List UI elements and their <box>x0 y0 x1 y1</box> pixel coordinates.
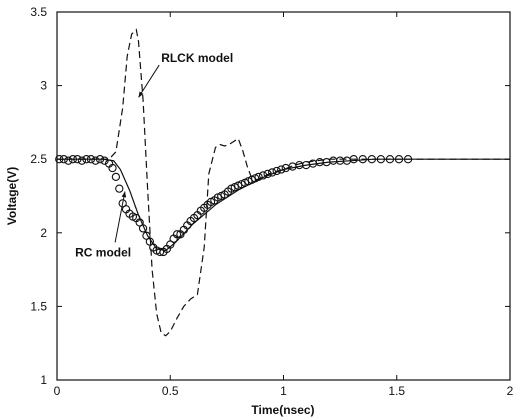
data-point-marker <box>358 155 367 164</box>
y-axis-label: Voltage(V) <box>5 167 19 225</box>
data-point-marker <box>329 156 338 165</box>
data-point-marker <box>115 184 124 193</box>
data-point-marker <box>367 155 376 164</box>
data-point-marker <box>349 155 358 164</box>
tick-labels: 0 0.5 1 1.5 2 1 1.5 2 2.5 3 3.5 <box>30 5 513 398</box>
y-tick-label: 3 <box>40 79 47 93</box>
x-axis-label: Time(nsec) <box>251 403 314 417</box>
annotation-layer: RLCK model RC model <box>75 51 233 259</box>
data-point-marker <box>86 155 96 164</box>
data-point-marker <box>138 224 148 233</box>
data-point-marker <box>272 166 281 176</box>
data-point-marker <box>315 157 324 167</box>
y-tick-label: 1 <box>40 373 47 387</box>
x-tick-label: 2 <box>507 384 514 398</box>
data-point-marker <box>172 230 182 239</box>
data-point-marker <box>73 155 82 164</box>
x-tick-label: 0 <box>54 384 61 398</box>
data-point-marker <box>268 168 277 177</box>
x-tick-label: 1.5 <box>388 384 405 398</box>
y-tick-label: 1.5 <box>30 299 47 313</box>
x-tick-label: 1 <box>280 384 287 398</box>
data-point-marker <box>100 156 109 165</box>
data-point-marker <box>95 155 105 164</box>
data-point-marker <box>263 169 272 179</box>
data-point-marker <box>68 155 78 164</box>
series-layer <box>55 28 510 337</box>
y-tick-label: 2.5 <box>30 152 47 166</box>
data-point-marker <box>77 156 87 165</box>
annotation-arrowhead <box>121 191 127 198</box>
data-point-marker <box>258 171 268 180</box>
data-point-marker <box>91 156 100 165</box>
annotation-label: RC model <box>75 245 131 259</box>
data-point-marker <box>254 172 263 182</box>
series-line-dashed <box>57 28 510 337</box>
data-point-marker <box>277 165 286 174</box>
data-point-marker <box>108 163 117 173</box>
data-point-marker <box>111 172 121 182</box>
annotation-arrow <box>138 64 160 98</box>
y-tick-label: 3.5 <box>30 5 47 19</box>
annotation-label: RLCK model <box>161 51 233 65</box>
data-point-marker <box>59 155 68 164</box>
data-point-marker <box>394 155 404 164</box>
y-tick-label: 2 <box>40 226 47 240</box>
data-point-marker <box>64 156 73 165</box>
data-point-marker <box>55 155 64 164</box>
data-point-marker <box>376 155 386 164</box>
data-point-marker <box>403 155 413 164</box>
data-point-marker <box>155 247 165 257</box>
x-tick-label: 0.5 <box>162 384 179 398</box>
data-point-marker <box>385 155 395 164</box>
annotation-arrow <box>114 191 126 243</box>
annotation-arrowhead <box>138 91 144 98</box>
data-point-marker <box>82 155 91 164</box>
